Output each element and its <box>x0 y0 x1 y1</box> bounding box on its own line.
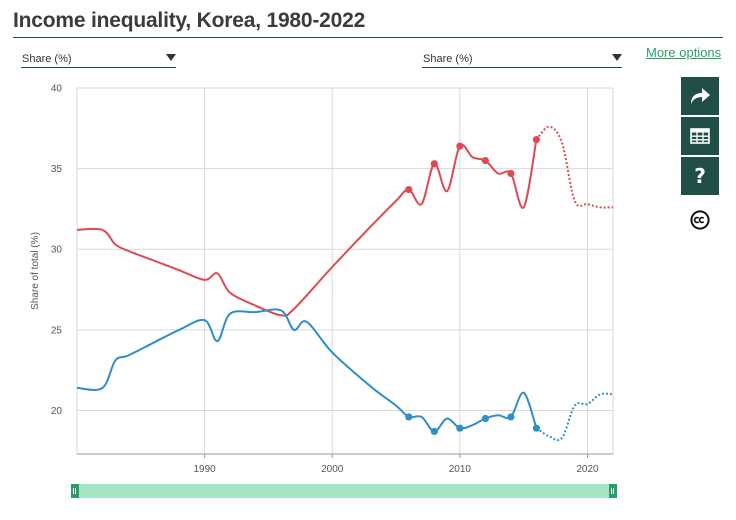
chart-axes: 20 25 30 35 40 1990 2000 2010 2020 <box>51 84 613 475</box>
range-handle-end[interactable] <box>609 484 617 498</box>
y-tick-label: 25 <box>51 325 63 336</box>
more-options-link[interactable]: More options <box>646 45 722 60</box>
y-tick-label: 20 <box>51 406 63 417</box>
right-select-label: Share (%) <box>423 53 473 65</box>
creative-commons-icon[interactable] <box>690 210 710 230</box>
share-arrow-icon <box>691 88 710 104</box>
title-divider <box>13 37 723 38</box>
chart-grid <box>76 87 614 455</box>
x-tick-label: 2000 <box>321 464 344 475</box>
series-0-point[interactable] <box>481 156 489 165</box>
left-indicator-select[interactable]: Share (%) <box>21 48 176 68</box>
y-tick-label: 30 <box>51 245 63 256</box>
year-range-slider[interactable] <box>71 484 617 498</box>
series-0-point[interactable] <box>405 185 413 194</box>
series-0-point[interactable] <box>430 160 438 168</box>
left-select-label: Share (%) <box>22 53 72 65</box>
series-0-point[interactable] <box>532 135 541 144</box>
x-tick-label: 1990 <box>193 464 216 475</box>
help-button[interactable]: ? <box>681 157 719 195</box>
y-tick-label: 35 <box>51 164 63 175</box>
table-icon <box>690 128 710 144</box>
x-tick-label: 2010 <box>449 464 472 475</box>
series-1-point[interactable] <box>430 427 438 436</box>
right-indicator-select[interactable]: Share (%) <box>422 48 622 68</box>
series-1-projection-line <box>535 392 614 442</box>
share-button[interactable] <box>681 77 719 115</box>
question-mark-icon: ? <box>694 164 706 188</box>
range-handle-start[interactable] <box>71 484 79 498</box>
series-0-projection-line <box>535 125 614 209</box>
series-0-line <box>76 139 538 317</box>
y-tick-label: 40 <box>51 84 63 95</box>
series-0-point[interactable] <box>456 142 464 150</box>
page-title: Income inequality, Korea, 1980-2022 <box>13 9 366 32</box>
chevron-down-icon <box>612 54 622 61</box>
series-1-point[interactable] <box>405 413 413 421</box>
series-0-point[interactable] <box>507 169 515 178</box>
series-1-point[interactable] <box>532 424 541 432</box>
y-axis-title: Share of total (%) <box>30 232 41 310</box>
table-button[interactable] <box>681 117 719 155</box>
x-tick-label: 2020 <box>576 464 599 475</box>
series-1-point[interactable] <box>456 424 464 432</box>
series-1-point[interactable] <box>507 413 515 421</box>
plot-frame <box>76 87 614 455</box>
chevron-down-icon <box>166 54 176 61</box>
series-1-line <box>76 308 538 433</box>
chart-series <box>76 125 614 442</box>
series-1-point[interactable] <box>481 414 489 423</box>
